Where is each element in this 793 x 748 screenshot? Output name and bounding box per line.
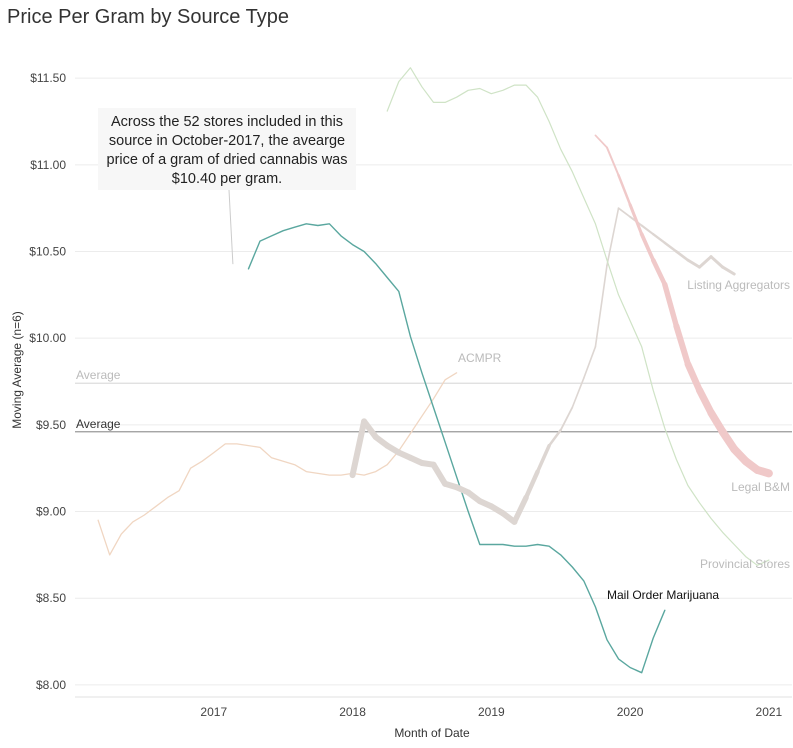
series-segment bbox=[639, 232, 656, 263]
series-segment bbox=[753, 465, 773, 478]
series-segment bbox=[361, 418, 379, 440]
series-segment bbox=[709, 255, 725, 269]
reference-line-label: Average bbox=[76, 417, 121, 431]
annotation-box: Across the 52 stores included in this so… bbox=[98, 108, 356, 190]
x-tick-label: 2018 bbox=[339, 705, 366, 719]
series-segment bbox=[684, 360, 703, 394]
series-segment bbox=[675, 250, 690, 262]
y-tick-label: $11.50 bbox=[30, 71, 66, 85]
series-label: Mail Order Marijuana bbox=[607, 588, 719, 602]
series-segment bbox=[535, 443, 551, 474]
y-tick-label: $10.00 bbox=[29, 331, 66, 345]
series-label: Legal B&M bbox=[731, 480, 790, 494]
x-tick-label: 2021 bbox=[756, 705, 783, 719]
series-segment bbox=[686, 258, 701, 269]
series-segment bbox=[673, 322, 691, 368]
y-tick-label: $11.00 bbox=[30, 158, 66, 172]
series-segment bbox=[721, 265, 736, 276]
reference-lines: Average Average bbox=[75, 368, 792, 433]
x-tick-label: 2019 bbox=[478, 705, 505, 719]
series-label: Provincial Stores bbox=[700, 557, 790, 571]
series-line bbox=[97, 372, 458, 556]
series-lines bbox=[97, 67, 773, 674]
series-segment bbox=[695, 386, 715, 417]
series-segment bbox=[523, 469, 540, 500]
y-tick-label: $8.50 bbox=[36, 591, 66, 605]
series-segment bbox=[594, 134, 608, 149]
series-segment bbox=[583, 346, 597, 379]
y-tick-label: $10.50 bbox=[29, 244, 66, 258]
series-segment bbox=[430, 461, 449, 487]
series-segment bbox=[617, 207, 631, 218]
series-segment bbox=[559, 406, 574, 431]
series-segment bbox=[662, 281, 680, 329]
annotation-pointer bbox=[228, 189, 234, 265]
series-segment bbox=[697, 255, 713, 269]
y-axis: $8.00 $8.50 $9.00 $9.50 $10.00 $10.50 $11.00 $1… bbox=[29, 71, 66, 692]
series-segment bbox=[547, 428, 562, 447]
series-segment bbox=[650, 257, 668, 287]
y-tick-label: $8.00 bbox=[36, 678, 66, 692]
series-segment bbox=[606, 207, 620, 267]
series-labels: ACMPR Mail Order Marijuana Listing Aggrega… bbox=[458, 278, 790, 602]
x-tick-label: 2017 bbox=[200, 705, 227, 719]
series-segment bbox=[511, 494, 529, 525]
y-tick-label: $9.50 bbox=[36, 418, 66, 432]
reference-line-label: Average bbox=[76, 368, 121, 382]
x-tick-label: 2020 bbox=[617, 705, 644, 719]
series-label: Listing Aggregators bbox=[687, 278, 790, 292]
series-label: ACMPR bbox=[458, 351, 502, 365]
series-segment bbox=[594, 264, 608, 348]
series-segment bbox=[652, 233, 666, 244]
grid-lines bbox=[75, 77, 792, 686]
series-segment bbox=[617, 173, 632, 206]
x-axis: 2017 2018 2019 2020 2021 bbox=[75, 696, 792, 719]
series-segment bbox=[640, 224, 655, 236]
y-tick-label: $9.00 bbox=[36, 505, 66, 519]
series-segment bbox=[605, 146, 620, 177]
series-segment bbox=[663, 241, 678, 253]
series-segment bbox=[571, 377, 585, 409]
chart-title: Price Per Gram by Source Type bbox=[7, 6, 289, 28]
x-axis-title: Month of Date bbox=[394, 726, 470, 740]
series-line bbox=[247, 223, 666, 674]
series-line bbox=[386, 67, 770, 566]
y-axis-title: Moving Average (n=6) bbox=[10, 311, 24, 429]
series-segment bbox=[628, 203, 644, 236]
series-segment bbox=[349, 418, 368, 479]
